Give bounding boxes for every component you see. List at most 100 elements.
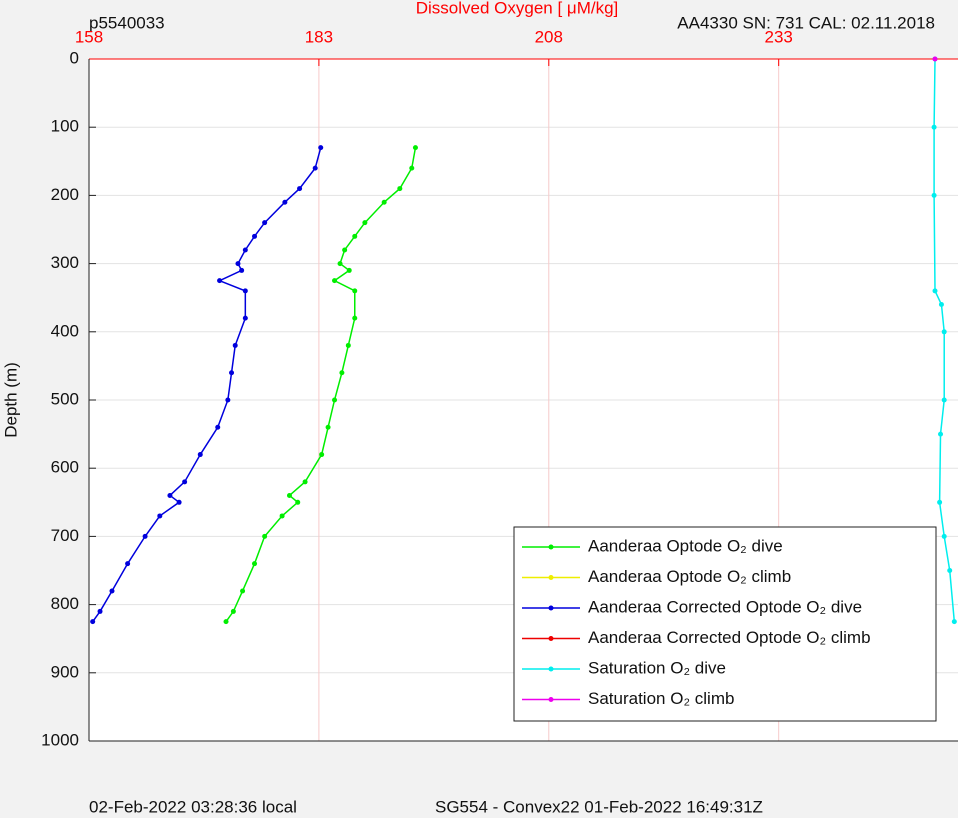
marker	[931, 124, 937, 130]
top-left-label: p5540033	[89, 13, 165, 32]
marker	[397, 186, 403, 192]
marker	[409, 165, 415, 171]
marker	[229, 370, 235, 376]
marker	[352, 233, 358, 239]
series-line	[933, 58, 956, 622]
x-tick-label: 208	[535, 27, 563, 46]
legend-label: Aanderaa Corrected Optode O₂ dive	[588, 597, 862, 616]
marker	[176, 499, 182, 505]
marker	[242, 247, 248, 253]
marker	[262, 533, 268, 539]
y-tick-label: 600	[51, 458, 79, 477]
marker	[938, 431, 944, 437]
marker	[286, 492, 292, 498]
series-line	[92, 147, 322, 623]
marker	[109, 588, 115, 594]
legend-label: Saturation O₂ dive	[588, 658, 726, 677]
marker	[932, 288, 938, 294]
marker	[240, 588, 246, 594]
y-tick-label: 800	[51, 594, 79, 613]
legend-marker	[548, 636, 554, 641]
marker	[295, 499, 301, 505]
marker	[282, 199, 288, 205]
marker	[937, 499, 943, 505]
footer-left: 02-Feb-2022 03:28:36 local	[89, 797, 297, 816]
y-axis-label: Depth (m)	[1, 362, 20, 438]
marker	[931, 192, 937, 198]
y-tick-label: 1000	[41, 730, 79, 749]
marker	[125, 561, 131, 567]
y-tick-label: 200	[51, 185, 79, 204]
marker	[345, 342, 351, 348]
marker	[279, 513, 285, 519]
marker	[215, 424, 221, 430]
marker	[381, 199, 387, 205]
marker	[352, 315, 358, 321]
legend-box	[513, 526, 937, 722]
marker	[239, 267, 245, 273]
marker	[938, 302, 944, 308]
marker	[352, 288, 358, 294]
marker	[332, 397, 338, 403]
marker	[235, 261, 241, 267]
marker	[312, 165, 318, 171]
y-tick-label: 500	[51, 389, 79, 408]
legend-marker	[548, 575, 554, 580]
marker	[951, 619, 957, 625]
marker	[941, 397, 947, 403]
marker	[167, 492, 173, 498]
marker	[225, 397, 231, 403]
y-tick-label: 900	[51, 662, 79, 681]
legend-label: Aanderaa Optode O₂ dive	[588, 536, 783, 555]
x-tick-label: 158	[75, 27, 103, 46]
marker	[339, 370, 345, 376]
marker	[932, 56, 938, 62]
legend-marker	[548, 697, 554, 702]
marker	[90, 619, 96, 625]
marker	[242, 315, 248, 321]
x-tick-label: 233	[764, 27, 792, 46]
marker	[342, 247, 348, 253]
legend-label: Aanderaa Corrected Optode O₂ climb	[588, 628, 871, 647]
marker	[297, 186, 303, 192]
marker	[332, 278, 338, 284]
y-tick-label: 300	[51, 253, 79, 272]
y-tick-label: 0	[70, 48, 79, 67]
legend-marker	[548, 544, 554, 550]
chart-title: Dissolved Oxygen [ μM/kg]	[416, 0, 619, 17]
legend-marker	[548, 666, 554, 672]
top-right-label: AA4330 SN: 731 CAL: 02.11.2018	[677, 13, 935, 32]
marker	[947, 568, 953, 573]
legend-label: Saturation O₂ climb	[588, 689, 734, 708]
y-tick-label: 400	[51, 321, 79, 340]
marker	[252, 561, 258, 567]
marker	[302, 479, 308, 485]
marker	[941, 329, 947, 335]
marker	[319, 452, 325, 458]
marker	[232, 342, 238, 348]
marker	[157, 513, 163, 519]
series-line	[225, 147, 417, 623]
marker	[325, 424, 331, 430]
x-tick-label: 183	[305, 27, 333, 46]
marker	[230, 608, 236, 614]
marker	[242, 288, 248, 294]
footer-right: SG554 - Convex22 01-Feb-2022 16:49:31Z	[435, 797, 763, 816]
marker	[337, 261, 343, 267]
marker	[262, 220, 268, 226]
legend-label: Aanderaa Optode O₂ climb	[588, 567, 791, 586]
marker	[412, 145, 418, 151]
y-tick-label: 100	[51, 117, 79, 136]
marker	[362, 220, 368, 226]
legend-marker	[548, 605, 554, 611]
marker	[142, 533, 148, 539]
marker	[217, 278, 223, 284]
marker	[252, 233, 258, 239]
marker	[182, 479, 188, 485]
marker	[223, 619, 229, 625]
marker	[318, 145, 324, 151]
marker	[941, 533, 947, 539]
marker	[197, 452, 203, 458]
marker	[97, 608, 103, 614]
